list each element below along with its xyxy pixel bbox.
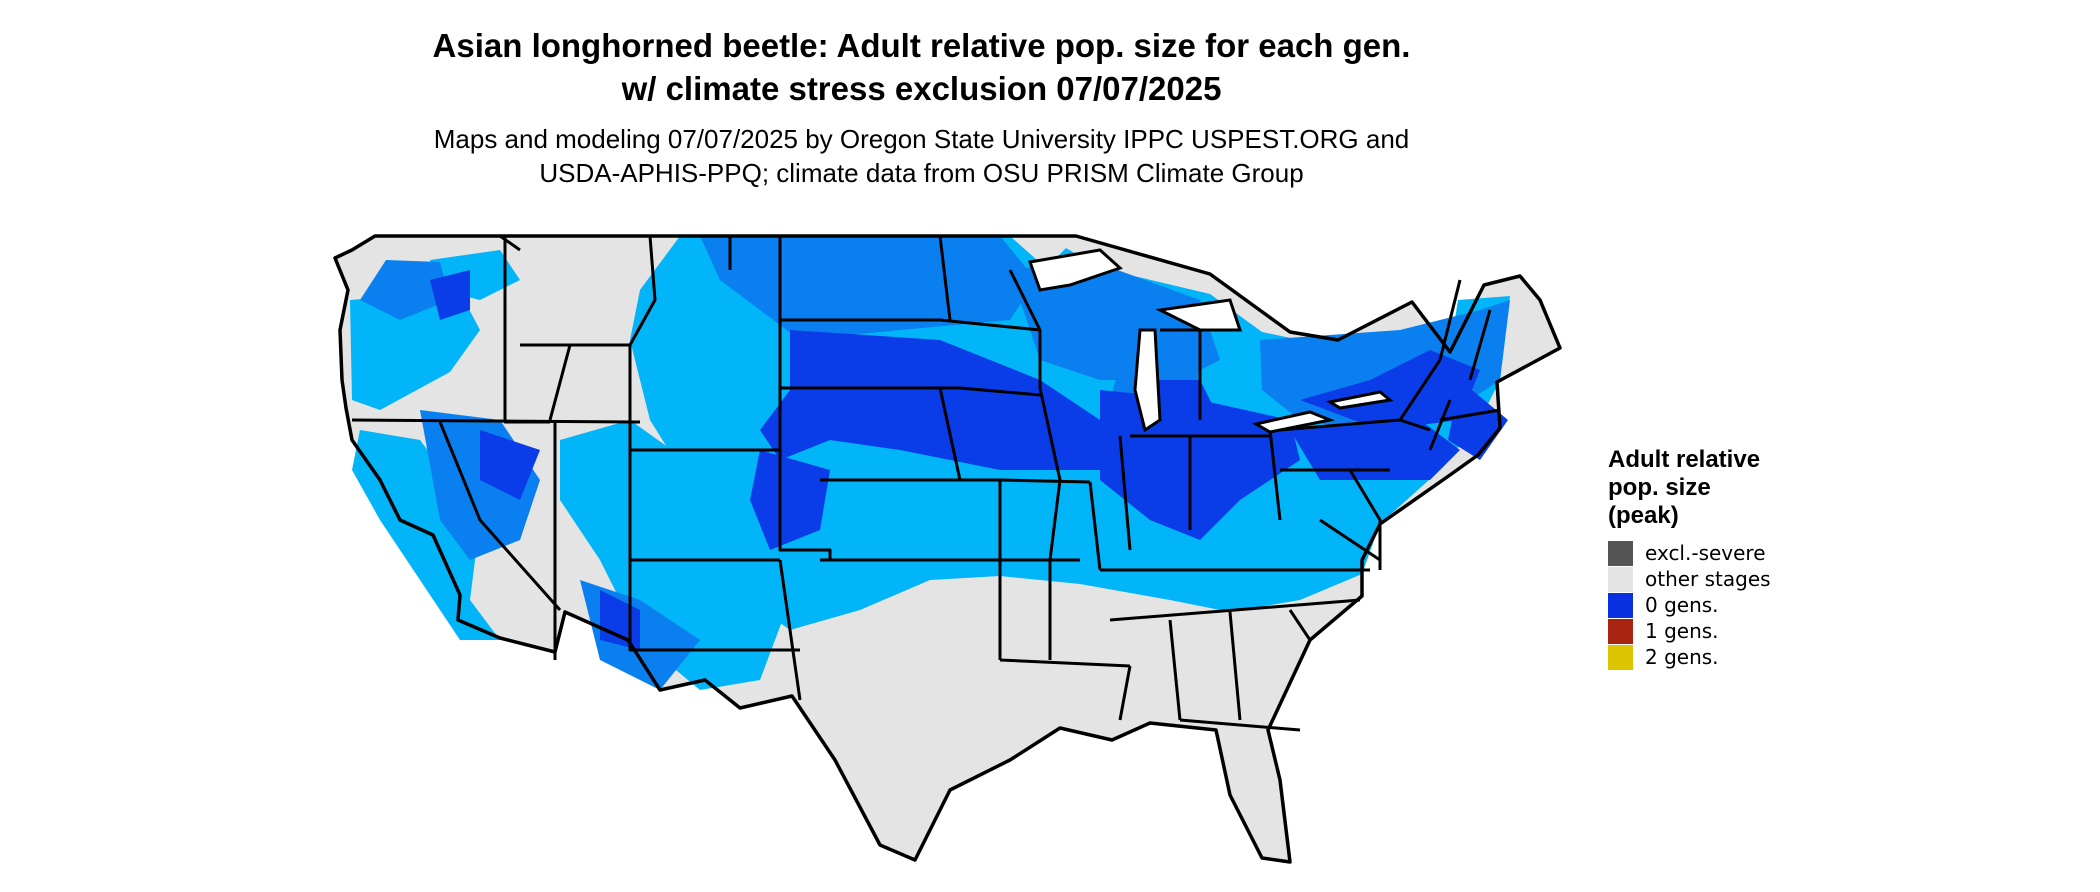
legend-title-line-2: pop. size: [1608, 474, 1711, 501]
legend-swatch: [1608, 566, 1633, 592]
map-subtitle: Maps and modeling 07/07/2025 by Oregon S…: [0, 122, 1843, 190]
legend-swatch: [1608, 540, 1633, 566]
map-subtitle-line-2: USDA-APHIS-PPQ; climate data from OSU PR…: [539, 158, 1304, 188]
legend-title-line-3: (peak): [1608, 502, 1679, 529]
legend-label: other stages: [1645, 567, 1771, 591]
map-title-line-2: w/ climate stress exclusion 07/07/2025: [621, 70, 1222, 107]
legend-label: 2 gens.: [1645, 645, 1719, 669]
legend-swatch: [1608, 592, 1633, 618]
legend-item-excl-severe: excl.-severe: [1608, 540, 1771, 566]
state-borders: [351, 234, 1501, 732]
map-title-line-1: Asian longhorned beetle: Adult relative …: [432, 27, 1411, 64]
map-title: Asian longhorned beetle: Adult relative …: [0, 24, 1843, 110]
legend: Adult relative pop. size (peak) excl.-se…: [1608, 446, 1771, 670]
zone-dark-blue: [430, 270, 1508, 650]
legend-swatch: [1608, 644, 1633, 670]
legend-title-line-1: Adult relative: [1608, 446, 1761, 473]
legend-item-1-gens: 1 gens.: [1608, 618, 1771, 644]
legend-item-0-gens: 0 gens.: [1608, 592, 1771, 618]
legend-item-other-stages: other stages: [1608, 566, 1771, 592]
map-subtitle-line-1: Maps and modeling 07/07/2025 by Oregon S…: [433, 124, 1410, 154]
great-lakes: [1027, 248, 1394, 434]
legend-swatch: [1608, 618, 1633, 644]
legend-label: excl.-severe: [1645, 541, 1766, 565]
legend-item-2-gens: 2 gens.: [1608, 644, 1771, 670]
us-map: [333, 234, 1562, 864]
legend-label: 0 gens.: [1645, 593, 1719, 617]
legend-label: 1 gens.: [1645, 619, 1719, 643]
us-outline: [333, 234, 1562, 864]
legend-title: Adult relative pop. size (peak): [1608, 446, 1771, 530]
